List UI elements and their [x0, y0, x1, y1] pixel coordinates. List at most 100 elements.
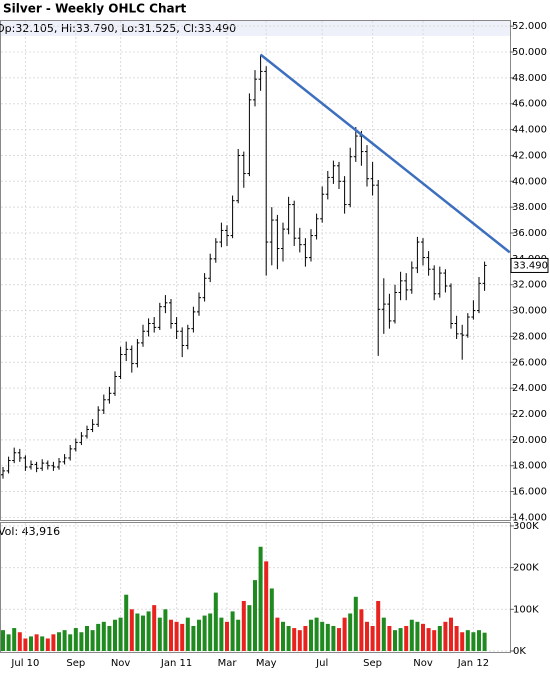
volume-bar	[437, 625, 442, 651]
y2-tick-label: 0K	[513, 646, 526, 657]
x-tick-label: Jan 11	[160, 658, 192, 669]
volume-bar	[1, 630, 5, 651]
volume-bar	[393, 630, 397, 651]
volume-bar	[219, 617, 224, 651]
volume-bar	[57, 632, 61, 651]
y-tick-label: 48.000	[512, 73, 547, 84]
y-tick-label: 14.000	[512, 512, 547, 523]
volume-bar	[29, 636, 33, 651]
volume-bar	[465, 630, 470, 651]
volume-bar	[12, 628, 17, 651]
y-tick-label: 18.000	[512, 461, 547, 472]
y-tick-label: 38.000	[512, 202, 547, 213]
y-tick-label: 24.000	[512, 383, 547, 394]
volume-bar	[253, 580, 257, 651]
volume-bar	[157, 617, 162, 651]
volume-label: Vol: 43,916	[0, 525, 60, 538]
y-tick-label: 32.000	[512, 280, 547, 291]
volume-bar	[415, 621, 420, 651]
x-tick-label: Sep	[363, 658, 382, 669]
y-tick-label: 52.000	[512, 21, 547, 32]
volume-bar	[477, 630, 481, 651]
volume-bar	[169, 619, 173, 651]
x-tick-label: Nov	[111, 658, 131, 669]
volume-bar	[124, 594, 129, 651]
volume-bar	[303, 625, 308, 651]
y-tick-label: 26.000	[512, 357, 547, 368]
volume-bar	[482, 632, 487, 651]
volume-bar	[376, 600, 381, 651]
y-tick-label: 22.000	[512, 409, 547, 420]
volume-bar	[348, 613, 353, 651]
volume-bar	[101, 621, 106, 651]
volume-bar	[213, 592, 218, 651]
volume-bar	[40, 636, 45, 651]
volume-bar	[286, 625, 291, 651]
volume-bar	[337, 628, 341, 651]
volume-bar	[141, 615, 145, 651]
volume-bar	[135, 613, 140, 651]
volume-bar	[331, 625, 336, 651]
volume-bar	[275, 617, 280, 651]
y-tick-label: 42.000	[512, 150, 547, 161]
volume-bar	[146, 611, 151, 651]
volume-bar	[247, 605, 252, 651]
volume-bar	[342, 617, 347, 651]
volume-bar	[202, 615, 207, 651]
volume-bar	[314, 617, 319, 651]
x-tick-label: Mar	[218, 658, 238, 669]
volume-bar	[208, 613, 213, 651]
info-line: Op:32.105, Hi:33.790, Lo:31.525, Cl:33.4…	[0, 22, 236, 35]
volume-bar	[460, 632, 465, 651]
y-tick-label: 30.000	[512, 306, 547, 317]
x-tick-label: May	[256, 658, 277, 669]
volume-bar	[17, 632, 22, 651]
volume-bar	[404, 625, 409, 651]
y-tick-label: 44.000	[512, 125, 547, 136]
volume-bar	[68, 634, 73, 651]
volume-bar	[185, 617, 190, 651]
volume-bar	[85, 625, 89, 651]
volume-bar	[421, 623, 425, 651]
volume-bar	[191, 625, 196, 651]
x-tick-label: Jul	[315, 658, 328, 669]
y-tick-label: 28.000	[512, 331, 547, 342]
volume-bar	[118, 617, 123, 651]
y-tick-label: 16.000	[512, 487, 547, 498]
volume-bar	[107, 625, 112, 651]
volume-bar	[152, 605, 157, 651]
volume-bar	[23, 638, 28, 651]
volume-bar	[73, 628, 78, 651]
volume-bar	[426, 628, 431, 651]
y-tick-label: 36.000	[512, 228, 547, 239]
y2-tick-label: 100K	[513, 604, 539, 615]
volume-bar	[269, 588, 274, 651]
volume-bar	[454, 625, 459, 651]
volume-bar	[45, 638, 50, 651]
volume-bar	[387, 625, 392, 651]
volume-bar	[353, 596, 358, 651]
volume-bar	[432, 630, 437, 651]
volume-bar	[197, 619, 201, 651]
volume-bar	[163, 609, 168, 651]
y-tick-label: 20.000	[512, 435, 547, 446]
volume-bar	[398, 628, 403, 651]
volume-bar	[309, 619, 313, 651]
volume-bar	[381, 617, 386, 651]
volume-bar	[409, 619, 414, 651]
volume-bar	[443, 621, 448, 651]
volume-bar	[365, 621, 369, 651]
last-value-label: 33.490	[513, 260, 548, 271]
volume-bar	[320, 621, 325, 651]
y2-tick-label: 200K	[513, 563, 539, 574]
x-tick-label: Sep	[66, 658, 85, 669]
volume-bar	[174, 621, 179, 651]
volume-bar	[297, 630, 302, 651]
x-tick-label: Jul 10	[10, 658, 39, 669]
volume-panel	[0, 522, 511, 653]
chart-title: Silver - Weekly OHLC Chart	[3, 2, 187, 16]
volume-bar	[34, 634, 39, 651]
